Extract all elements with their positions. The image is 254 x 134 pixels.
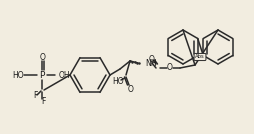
Text: Abs: Abs <box>195 55 205 59</box>
Text: O: O <box>167 64 173 72</box>
Text: O: O <box>128 85 134 94</box>
Text: HO: HO <box>12 70 24 79</box>
Text: P: P <box>39 70 45 79</box>
Text: F: F <box>41 96 45 105</box>
Text: HO: HO <box>112 77 124 85</box>
Text: NH: NH <box>145 59 156 68</box>
Text: O: O <box>40 53 46 62</box>
Text: O: O <box>149 55 155 64</box>
Text: F: F <box>33 92 37 100</box>
Text: OH: OH <box>59 70 71 79</box>
